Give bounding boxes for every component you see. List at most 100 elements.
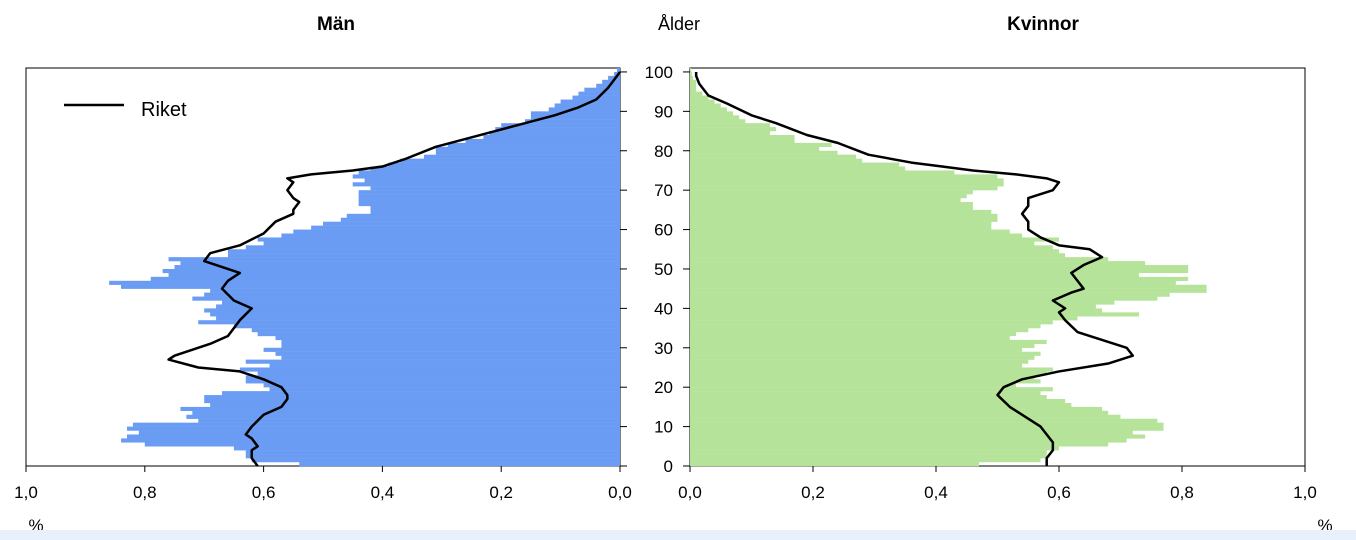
bar-man-age-57 <box>257 237 620 242</box>
bar-kvinnor-age-22 <box>690 375 1035 380</box>
bar-kvinnor-age-2 <box>690 454 1047 459</box>
bar-kvinnor-age-89 <box>690 111 734 116</box>
bar-man-age-31 <box>281 339 620 345</box>
bar-man-age-16 <box>204 399 620 404</box>
bar-kvinnor-age-43 <box>690 292 1170 297</box>
bar-kvinnor-age-90 <box>690 107 727 112</box>
bar-man-age-41 <box>222 300 620 305</box>
bar-man-age-34 <box>251 328 620 333</box>
bar-man-age-39 <box>204 308 620 313</box>
bar-kvinnor-age-44 <box>690 288 1207 293</box>
bar-man-age-32 <box>275 335 620 341</box>
bar-kvinnor-age-85 <box>690 127 777 132</box>
bar-kvinnor-age-54 <box>690 249 1059 254</box>
bar-man-age-35 <box>233 324 620 329</box>
bar-man-age-83 <box>483 134 620 140</box>
bar-kvinnor-age-69 <box>690 190 973 195</box>
bar-man-age-3 <box>245 450 620 455</box>
bar-man-age-4 <box>233 446 620 451</box>
bar-kvinnor-age-87 <box>690 119 746 124</box>
bar-man-age-7 <box>126 434 620 439</box>
bar-kvinnor-age-23 <box>690 371 1047 376</box>
bar-man-age-60 <box>311 225 620 230</box>
bar-man-age-52 <box>168 257 620 262</box>
bar-kvinnor-age-61 <box>690 221 992 226</box>
bar-man-age-71 <box>352 182 620 187</box>
bar-kvinnor-age-53 <box>690 253 1066 258</box>
bar-kvinnor-age-84 <box>690 131 770 136</box>
bar-kvinnor-age-27 <box>690 355 1035 360</box>
bar-man-age-54 <box>227 249 620 254</box>
x-axis-kvinnor: 0,0 0,2 0,4 0,6 0,8 1,0 <box>678 466 1317 502</box>
bar-man-age-37 <box>216 316 620 321</box>
bar-kvinnor-age-68 <box>690 194 967 199</box>
bar-man-age-19 <box>269 387 620 392</box>
x-tick-label: 0,6 <box>1047 483 1071 502</box>
bar-man-age-27 <box>281 355 620 360</box>
bar-kvinnor-age-59 <box>690 229 1010 234</box>
bar-man-age-100 <box>617 68 620 73</box>
bar-man-age-10 <box>132 422 621 427</box>
bar-kvinnor-age-56 <box>690 241 1035 246</box>
bar-man-age-89 <box>530 111 620 116</box>
bar-kvinnor-age-78 <box>690 154 857 159</box>
bar-kvinnor-age-16 <box>690 399 1066 404</box>
x-tick-label: 0,6 <box>252 483 276 502</box>
bar-man-age-21 <box>245 379 620 384</box>
bar-kvinnor-age-58 <box>690 233 1023 238</box>
bar-man-age-49 <box>162 268 620 274</box>
bar-kvinnor-age-98 <box>690 75 694 81</box>
bar-man-age-14 <box>180 406 620 412</box>
bar-kvinnor-age-80 <box>690 146 820 151</box>
bar-kvinnor-age-15 <box>690 402 1072 408</box>
bar-man-age-78 <box>423 154 620 159</box>
bar-kvinnor-age-46 <box>690 280 1176 285</box>
age-tick-label: 60 <box>654 221 673 240</box>
bar-kvinnor-age-75 <box>690 166 906 171</box>
bar-man-age-2 <box>245 454 620 459</box>
bar-kvinnor-age-45 <box>690 284 1207 289</box>
bar-kvinnor-age-65 <box>690 205 973 211</box>
bar-man-age-93 <box>572 95 620 100</box>
bar-kvinnor-age-73 <box>690 174 998 179</box>
bar-kvinnor-age-38 <box>690 312 1139 317</box>
bar-man-age-30 <box>281 343 620 348</box>
bar-kvinnor-age-79 <box>690 150 838 155</box>
bar-kvinnor-age-52 <box>690 257 1109 262</box>
bar-man-age-28 <box>275 351 620 356</box>
bar-man-age-79 <box>435 150 620 155</box>
age-tick-label: 0 <box>664 457 673 476</box>
bar-kvinnor-age-17 <box>690 395 1047 400</box>
bar-kvinnor-age-81 <box>690 142 832 148</box>
age-axis: Ålder 0 10 20 30 40 50 60 70 80 90 100 <box>620 14 700 476</box>
bar-man-age-68 <box>358 194 620 199</box>
age-tick-label: 30 <box>654 339 673 358</box>
x-tick-label: 0,8 <box>1170 483 1194 502</box>
bar-man-age-55 <box>245 245 620 250</box>
bar-man-age-77 <box>400 158 620 163</box>
bar-man-age-80 <box>435 146 620 151</box>
bar-kvinnor-age-47 <box>690 276 1189 281</box>
bar-man-age-24 <box>239 367 620 372</box>
bar-man-age-75 <box>370 166 620 171</box>
x-tick-label: 0,0 <box>678 483 702 502</box>
bar-kvinnor-age-21 <box>690 379 1041 384</box>
bar-man-age-87 <box>524 119 620 124</box>
bar-kvinnor-age-5 <box>690 442 1109 447</box>
bar-man-age-72 <box>364 178 620 183</box>
bar-kvinnor-age-49 <box>690 268 1189 274</box>
bar-man-age-5 <box>144 442 621 447</box>
bar-kvinnor-age-8 <box>690 430 1133 435</box>
bar-man-age-59 <box>293 229 620 234</box>
bar-man-age-62 <box>340 217 620 222</box>
bar-man-age-38 <box>210 312 620 317</box>
bar-kvinnor-age-70 <box>690 186 998 191</box>
bar-man-age-29 <box>263 347 620 352</box>
bar-kvinnor-age-62 <box>690 217 998 222</box>
bar-kvinnor-age-48 <box>690 272 1139 278</box>
age-tick-labels: 0 10 20 30 40 50 60 70 80 90 100 <box>620 63 690 476</box>
bar-kvinnor-age-99 <box>690 71 692 77</box>
age-tick-label: 90 <box>654 102 673 121</box>
bar-man-age-22 <box>245 375 620 380</box>
age-tick-label: 20 <box>654 378 673 397</box>
